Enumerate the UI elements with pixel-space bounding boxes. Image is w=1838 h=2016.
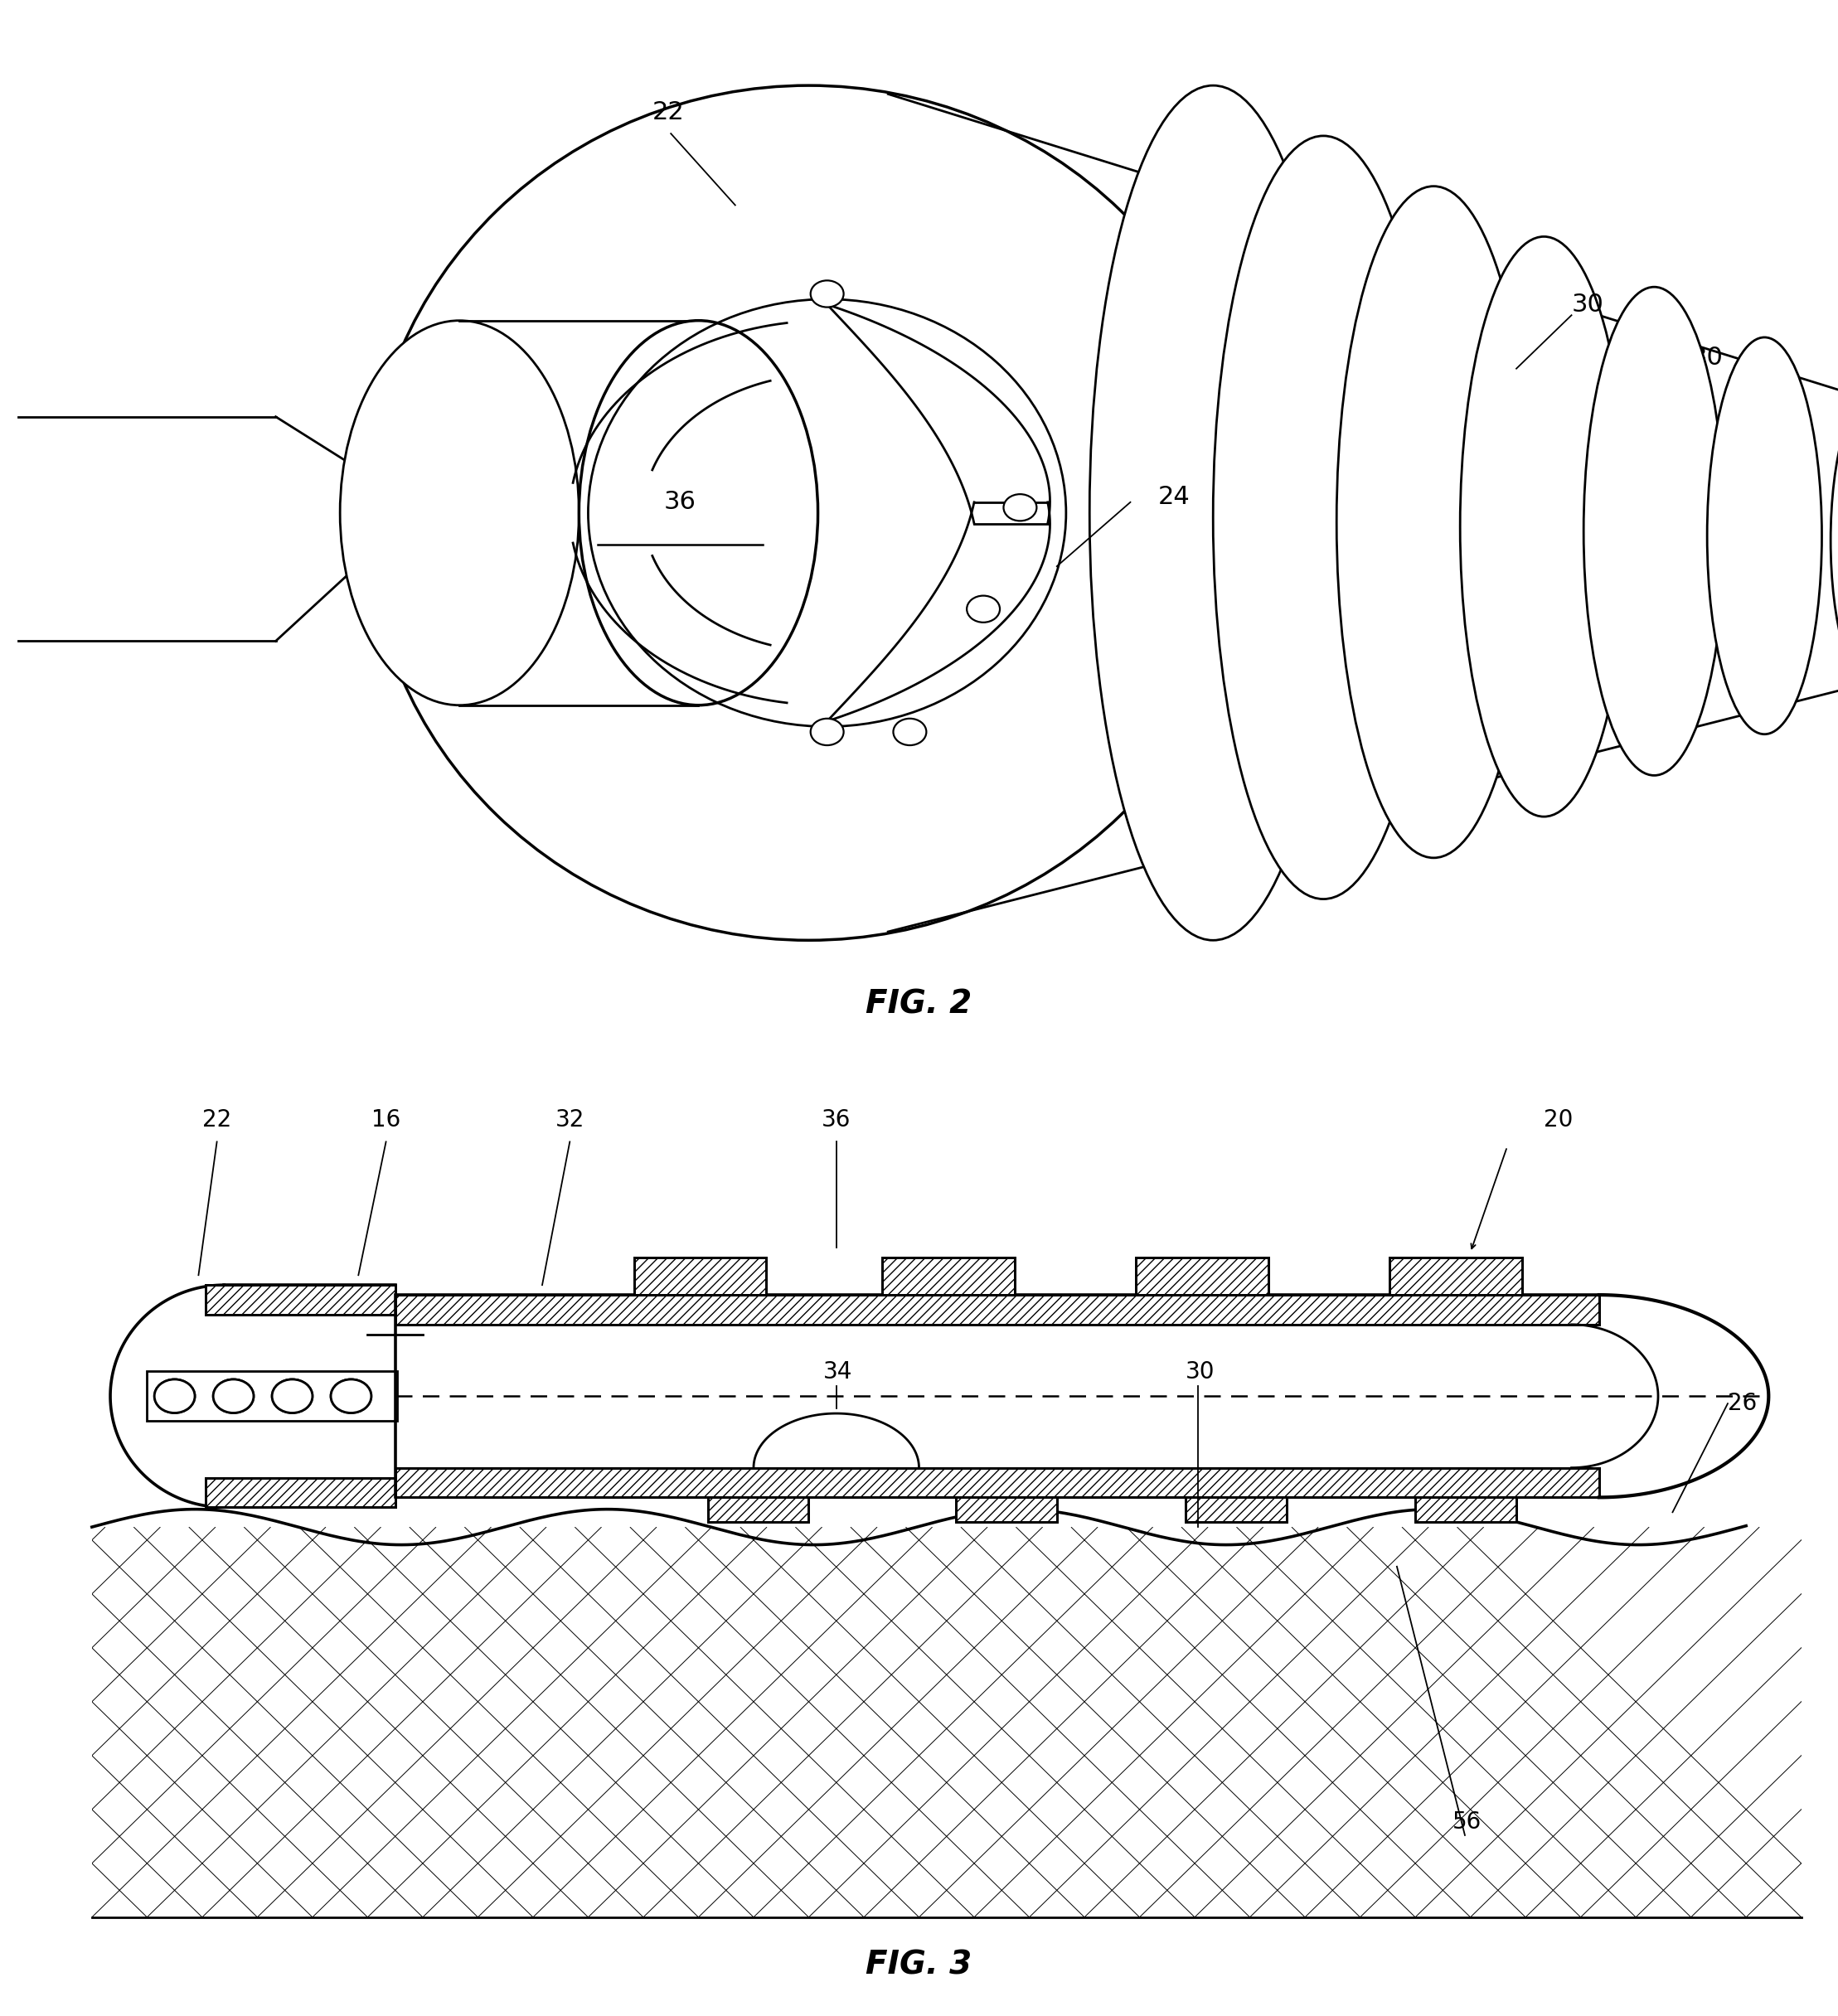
Text: 20: 20 (1544, 1109, 1573, 1131)
Bar (206, 1284, 395, 1314)
Text: 24: 24 (1158, 484, 1189, 508)
Bar (395, 1325, 1599, 1468)
Ellipse shape (154, 1379, 195, 1413)
Ellipse shape (1584, 286, 1724, 776)
Bar (634, 1258, 766, 1294)
Bar (708, 1498, 809, 1522)
Bar (708, 1498, 809, 1522)
Text: 36: 36 (822, 1109, 851, 1131)
Ellipse shape (967, 595, 1000, 623)
Ellipse shape (1004, 494, 1037, 520)
Ellipse shape (811, 718, 844, 746)
Text: FIG. 2: FIG. 2 (866, 988, 972, 1020)
Ellipse shape (579, 321, 818, 706)
Bar (1136, 1258, 1268, 1294)
Bar (395, 1294, 1599, 1325)
Bar (395, 1468, 1599, 1498)
Ellipse shape (1213, 135, 1434, 899)
Bar (206, 1478, 395, 1508)
Ellipse shape (331, 1379, 371, 1413)
Bar (882, 1258, 1015, 1294)
Bar (1186, 1498, 1287, 1522)
Bar (882, 1258, 1015, 1294)
Ellipse shape (1336, 185, 1531, 859)
Bar (147, 1371, 397, 1421)
Bar (206, 1284, 395, 1314)
Text: 36: 36 (664, 490, 697, 514)
Bar (634, 1258, 766, 1294)
Text: 30: 30 (1691, 347, 1724, 371)
Ellipse shape (1831, 387, 1838, 694)
Ellipse shape (213, 1379, 254, 1413)
Bar (1390, 1258, 1522, 1294)
Bar (206, 1284, 395, 1314)
Bar (395, 1468, 1599, 1498)
Bar (395, 1294, 1599, 1325)
Bar (1186, 1498, 1287, 1522)
Bar (395, 1294, 1599, 1325)
Text: 56: 56 (1452, 1810, 1481, 1833)
Bar (956, 1498, 1057, 1522)
Ellipse shape (893, 718, 926, 746)
Bar (634, 1258, 766, 1294)
Bar (1136, 1258, 1268, 1294)
Bar (956, 1498, 1057, 1522)
Text: 32: 32 (555, 1109, 584, 1131)
Bar (206, 1478, 395, 1508)
Bar (1415, 1498, 1516, 1522)
Bar (1390, 1258, 1522, 1294)
Bar (1136, 1258, 1268, 1294)
Bar (1186, 1498, 1287, 1522)
Bar (1390, 1258, 1522, 1294)
Bar (1415, 1498, 1516, 1522)
Bar (92, 1526, 1801, 1917)
Text: 22: 22 (652, 101, 684, 125)
Ellipse shape (213, 1379, 254, 1413)
Text: 30: 30 (1186, 1361, 1215, 1383)
Ellipse shape (1459, 236, 1628, 816)
Bar (882, 1258, 1015, 1294)
Ellipse shape (340, 321, 579, 706)
Ellipse shape (331, 1379, 371, 1413)
Text: 22: 22 (202, 1109, 232, 1131)
Bar (206, 1478, 395, 1508)
Text: 30: 30 (1571, 292, 1605, 317)
Bar (956, 1498, 1057, 1522)
Text: FIG. 3: FIG. 3 (866, 1949, 972, 1980)
Text: 16: 16 (371, 1109, 401, 1131)
Ellipse shape (1708, 337, 1821, 734)
Ellipse shape (272, 1379, 312, 1413)
Ellipse shape (154, 1379, 195, 1413)
Bar (1415, 1498, 1516, 1522)
Text: 26: 26 (1728, 1391, 1757, 1415)
Ellipse shape (368, 85, 1250, 939)
Bar (395, 1468, 1599, 1498)
Ellipse shape (811, 280, 844, 306)
Ellipse shape (272, 1379, 312, 1413)
Bar (708, 1498, 809, 1522)
Text: 34: 34 (823, 1361, 853, 1383)
Ellipse shape (1090, 85, 1336, 939)
